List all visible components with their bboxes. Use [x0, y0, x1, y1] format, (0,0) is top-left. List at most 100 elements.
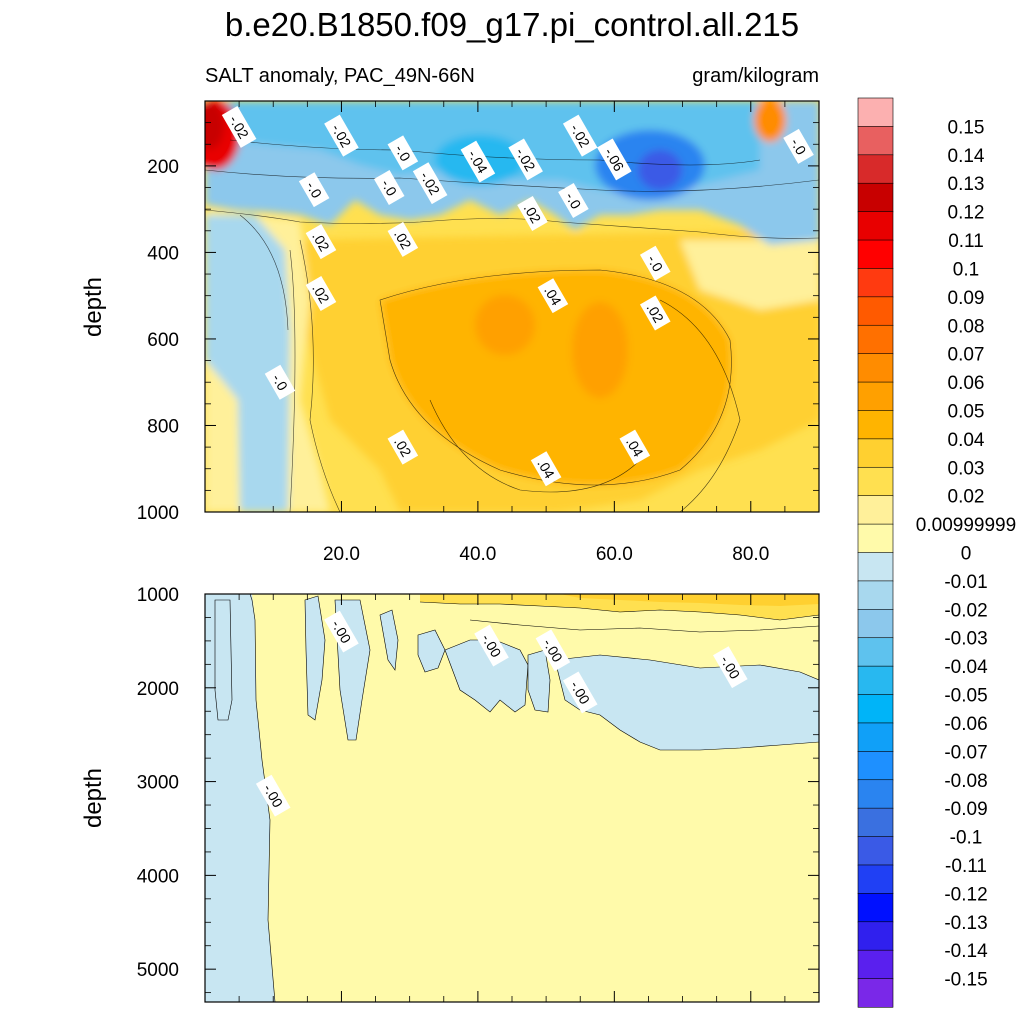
colorbar-swatch [857, 154, 894, 184]
upper-region-west-blue [205, 215, 290, 512]
upper-region-red-core [205, 101, 224, 149]
colorbar-swatch [857, 438, 894, 468]
contour-label: -.0 [373, 170, 405, 206]
colorbar-label: -0.09 [944, 799, 987, 820]
contour-label-bg [387, 221, 419, 257]
x-tick-label: 40.0 [459, 544, 496, 565]
contour-label: .02 [387, 429, 419, 465]
colorbar-swatch [857, 239, 894, 270]
contour-label: .02 [517, 195, 548, 231]
colorbar-swatch [857, 466, 894, 497]
colorbar-label: -0.14 [944, 941, 988, 962]
colorbar-label: 0.15 [948, 117, 985, 138]
lower-field [205, 594, 819, 1002]
contour-label-bg [597, 138, 632, 181]
contour-label: .04 [530, 451, 562, 487]
upper-region-orange-core1 [475, 295, 535, 355]
colorbar-label: -0.13 [944, 913, 987, 934]
x-tick-label: 60.0 [596, 544, 633, 565]
contour-label-bg [713, 646, 748, 689]
contour-label-text: -.0 [378, 176, 400, 198]
colorbar-label: 0.09 [948, 288, 985, 309]
upper-field [205, 101, 819, 512]
contour-label-bg [537, 278, 569, 314]
contour-label: .04 [619, 429, 651, 465]
contour-label-bg [264, 364, 296, 400]
colorbar-label: -0.1 [950, 828, 983, 849]
colorbar-swatch [857, 978, 894, 1008]
lower-axis-ticks: 1000 2000 3000 4000 5000 [137, 585, 819, 1002]
upper-region-deep-blue-east [638, 150, 682, 190]
colorbar-swatch [857, 353, 894, 383]
contour-label-bg [305, 276, 337, 312]
colorbar-label: 0.06 [948, 373, 985, 394]
colorbar-swatch [857, 182, 894, 213]
y-tick-label: 1000 [137, 585, 179, 606]
colorbar-swatch [857, 97, 894, 128]
colorbar-swatch [857, 921, 894, 951]
contour-label-bg [474, 624, 509, 667]
upper-region-orange-east-surface [754, 101, 786, 142]
contour-label-bg [221, 106, 257, 148]
colorbar-label: 0.04 [948, 430, 985, 451]
contour-label-bg [255, 774, 291, 817]
contour-label-bg [460, 140, 496, 183]
contour-label-bg [305, 224, 337, 260]
colorbar-swatch [857, 893, 894, 923]
colorbar-label: -0.12 [944, 884, 987, 905]
colorbar-label: -0.11 [945, 856, 987, 877]
colorbar-swatch [857, 609, 894, 639]
upper-axis-ticks: 200 400 600 800 1000 20.0 40.0 60.0 80.0 [137, 100, 819, 565]
upper-contour-lines [205, 139, 819, 512]
colorbar-label: -0.04 [944, 657, 988, 678]
y-tick-label: 800 [147, 416, 179, 437]
figure-title: b.e20.B1850.f09_g17.pi_control.all.215 [225, 6, 799, 43]
colorbar-label: 0.03 [948, 458, 985, 479]
colorbar-swatch [857, 949, 894, 980]
colorbar-swatch [857, 807, 894, 838]
upper-ylabel: depth [80, 277, 107, 337]
contour-label-bg [562, 114, 598, 157]
colorbar-swatch [857, 126, 894, 156]
colorbar-swatch [857, 381, 894, 412]
contour-label-text: -.0 [788, 135, 810, 157]
contour-label: .02 [387, 221, 419, 257]
colorbar-label: -0.05 [944, 686, 987, 707]
y-tick-label: 2000 [137, 679, 179, 700]
contour-label-text: -.0 [303, 179, 325, 201]
y-tick-label: 1000 [137, 503, 179, 524]
colorbar-label: 0.1 [953, 259, 979, 280]
contour-label-bg [387, 135, 419, 171]
contour-label-bg [517, 195, 548, 231]
colorbar-label: -0.06 [944, 714, 987, 735]
colorbar-label: 0.05 [948, 401, 985, 422]
colorbar-swatch [857, 779, 894, 809]
contour-label: .02 [305, 276, 337, 312]
colorbar-label: 0.00999999 [916, 515, 1016, 536]
contour-label: -.02 [324, 114, 359, 157]
colorbar-swatch [857, 552, 894, 582]
contour-label-text: -.0 [644, 252, 666, 274]
upper-region-orange-core2 [572, 302, 628, 398]
colorbar-swatch [857, 637, 894, 667]
colorbar-label: 0 [961, 544, 972, 565]
x-tick-label: 80.0 [732, 544, 769, 565]
contour-label-bg [558, 183, 589, 218]
contour-label-bg [535, 629, 571, 672]
contour-label-bg [619, 429, 651, 465]
contour-label: .02 [305, 224, 337, 260]
upper-region-east-light [680, 240, 819, 310]
subtitle-left: SALT anomaly, PAC_49N-66N [205, 65, 475, 87]
y-tick-label: 600 [147, 330, 179, 351]
upper-panel: 200 400 600 800 1000 20.0 40.0 60.0 80.0 -.02 -.0… [80, 100, 820, 565]
contour-label-text: -.0 [392, 142, 414, 164]
y-tick-label: 200 [147, 157, 179, 178]
contour-label-bg [639, 245, 671, 281]
contour-label: .04 [537, 278, 569, 314]
colorbar: 0.15 0.14 0.13 0.12 0.11 0.1 0.09 0.08 0.07 0.06 0… [857, 97, 1016, 1008]
y-tick-label: 4000 [137, 866, 179, 887]
upper-region-orange-broad [380, 270, 732, 485]
colorbar-swatch [857, 523, 894, 554]
upper-contour-labels: -.02 -.02-.0-.02-.04 -.02 -.06 -.0-.0 -.0 -.02… [221, 106, 814, 487]
